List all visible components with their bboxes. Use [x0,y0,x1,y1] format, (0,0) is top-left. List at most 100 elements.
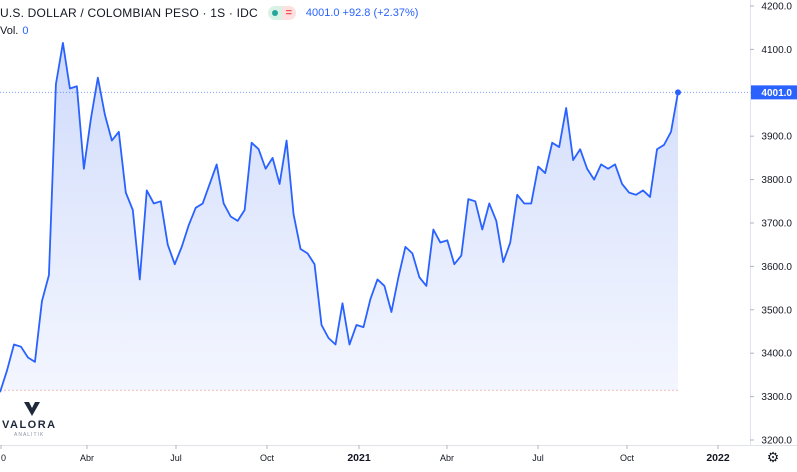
data-point [467,198,470,201]
data-point [348,343,351,346]
logo-mark-icon [24,402,40,416]
x-tick-label: 0 [1,453,6,463]
volume-legend[interactable]: Vol. 0 [0,25,28,37]
x-tick-label: Abr [440,453,454,463]
data-point [5,369,8,372]
data-point [453,263,456,266]
data-point [222,202,225,205]
data-point [278,182,281,185]
data-point [250,141,253,144]
price-series-line [0,41,679,393]
data-point [530,202,533,205]
volume-value: 0 [22,25,29,37]
data-point [320,323,323,326]
data-point [495,219,498,222]
data-point [663,143,666,146]
data-point [572,159,575,162]
data-point [635,193,638,196]
data-point [621,182,624,185]
time-axis: 0 Abr Jul Oct 2021 Abr Jul Oct 2022 [0,445,797,464]
data-point [544,172,547,175]
data-point [33,360,36,363]
data-point [187,224,190,227]
plot-area [0,41,750,393]
data-point [68,87,71,90]
data-point [208,182,211,185]
data-point [390,310,393,313]
data-point [502,261,505,264]
x-tick-label: Jul [532,453,544,463]
data-point [145,189,148,192]
data-point [54,83,57,86]
data-point [649,195,652,198]
data-point [47,274,50,277]
data-point [103,113,106,116]
data-point [306,252,309,255]
data-point [600,163,603,166]
data-point [96,76,99,79]
data-point [313,263,316,266]
data-point [327,337,330,340]
data-point [593,178,596,181]
data-point [131,208,134,211]
data-point [19,345,22,348]
x-tick-label: 2021 [347,452,371,464]
y-tick-label: 4100.0 [761,45,792,56]
data-point [117,130,120,133]
data-point [152,202,155,205]
data-point [481,228,484,231]
symbol-title[interactable]: U.S. DOLLAR / COLOMBIAN PESO · 1S · IDC [0,6,258,20]
data-point [138,278,141,281]
data-point [509,241,512,244]
data-point [488,202,491,205]
data-point [425,284,428,287]
data-point [670,130,673,133]
data-point [159,200,162,203]
data-point [579,148,582,151]
data-point [285,139,288,142]
data-point [89,117,92,120]
y-tick-label: 4200.0 [761,2,792,13]
data-point [614,163,617,166]
data-point [236,219,239,222]
data-point [523,202,526,205]
data-point [334,343,337,346]
last-price-label: 4001.0 [761,88,792,99]
data-point [460,254,463,257]
logo-wordmark: VALORA [2,419,57,431]
price-quote: 4001.0 +92.8 (+2.37%) [305,7,419,19]
data-point [355,323,358,326]
valora-logo: VALORA ANALITIK [2,400,62,440]
gear-icon[interactable]: ⚙ [766,449,780,465]
logo-subtext: ANALITIK [14,432,45,438]
price-axis-bg [750,0,797,445]
data-point [418,276,421,279]
data-point [537,165,540,168]
data-point [61,41,64,44]
y-tick-label: 3500.0 [761,305,792,316]
chart-header: U.S. DOLLAR / COLOMBIAN PESO · 1S · IDC … [0,5,418,21]
data-point [362,326,365,329]
data-point [551,141,554,144]
data-point [229,215,232,218]
data-point [257,148,260,151]
last-price-label-bg [751,85,797,100]
volume-label: Vol. [0,25,19,37]
data-point [173,263,176,266]
y-tick-label: 3400.0 [761,349,792,360]
data-point [607,167,610,170]
x-tick-label: 2022 [706,452,730,464]
data-point [516,193,519,196]
data-point [292,213,295,216]
data-point [383,284,386,287]
green-dot-icon [267,6,282,20]
data-point [75,85,78,88]
status-pill[interactable]: = [267,6,296,21]
data-point [376,278,379,281]
data-point [82,167,85,170]
x-tick-label: Abr [80,453,94,463]
data-point [565,106,568,109]
data-point [215,163,218,166]
